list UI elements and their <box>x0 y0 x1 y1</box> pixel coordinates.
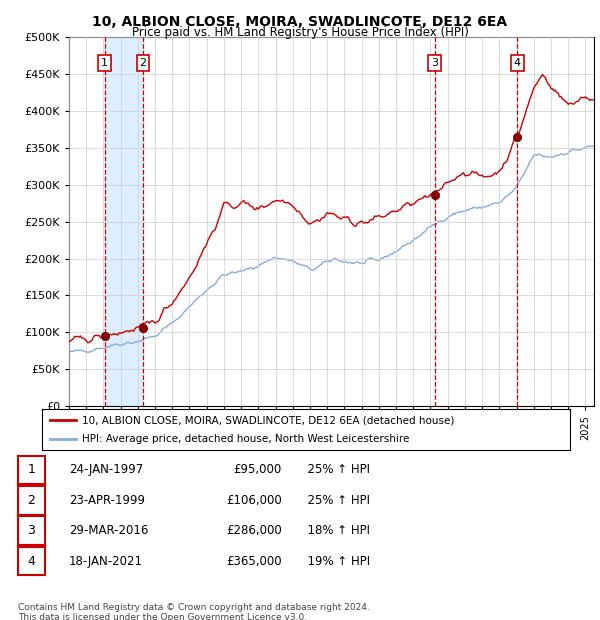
Text: 25% ↑ HPI: 25% ↑ HPI <box>300 494 370 507</box>
Text: 24-JAN-1997: 24-JAN-1997 <box>69 464 143 476</box>
Text: £106,000: £106,000 <box>226 494 282 507</box>
Text: Contains HM Land Registry data © Crown copyright and database right 2024.
This d: Contains HM Land Registry data © Crown c… <box>18 603 370 620</box>
Text: 2: 2 <box>28 494 35 507</box>
Text: 10, ALBION CLOSE, MOIRA, SWADLINCOTE, DE12 6EA: 10, ALBION CLOSE, MOIRA, SWADLINCOTE, DE… <box>92 16 508 30</box>
Text: 1: 1 <box>101 58 108 68</box>
Text: £286,000: £286,000 <box>226 525 282 537</box>
Text: 2: 2 <box>140 58 147 68</box>
Text: £365,000: £365,000 <box>226 555 282 567</box>
Text: 18% ↑ HPI: 18% ↑ HPI <box>300 525 370 537</box>
Text: HPI: Average price, detached house, North West Leicestershire: HPI: Average price, detached house, Nort… <box>82 435 409 445</box>
Text: Price paid vs. HM Land Registry's House Price Index (HPI): Price paid vs. HM Land Registry's House … <box>131 26 469 39</box>
Text: 29-MAR-2016: 29-MAR-2016 <box>69 525 148 537</box>
Text: 3: 3 <box>431 58 438 68</box>
Text: 19% ↑ HPI: 19% ↑ HPI <box>300 555 370 567</box>
Text: 10, ALBION CLOSE, MOIRA, SWADLINCOTE, DE12 6EA (detached house): 10, ALBION CLOSE, MOIRA, SWADLINCOTE, DE… <box>82 415 454 425</box>
Text: 25% ↑ HPI: 25% ↑ HPI <box>300 464 370 476</box>
Text: £95,000: £95,000 <box>234 464 282 476</box>
Text: 4: 4 <box>28 555 35 567</box>
Text: 23-APR-1999: 23-APR-1999 <box>69 494 145 507</box>
Text: 1: 1 <box>28 464 35 476</box>
Text: 3: 3 <box>28 525 35 537</box>
Bar <box>104 37 143 406</box>
Text: 18-JAN-2021: 18-JAN-2021 <box>69 555 143 567</box>
Text: 4: 4 <box>514 58 521 68</box>
